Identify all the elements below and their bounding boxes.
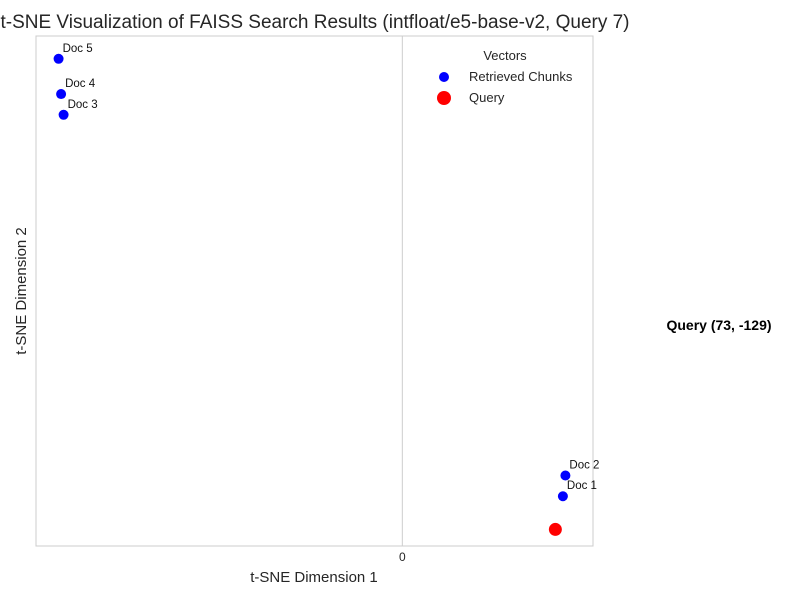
- legend-title: Vectors: [483, 48, 527, 63]
- plot-area: 0 Doc 1 Doc 2 Doc 3 Doc 4 Doc 5: [35, 35, 600, 564]
- retrieved-chunk-point: [557, 491, 568, 502]
- x-tick-label: 0: [399, 550, 406, 564]
- point-label: Doc 5: [63, 43, 93, 55]
- chart-title: t-SNE Visualization of FAISS Search Resu…: [0, 12, 629, 33]
- retrieved-chunk-point: [58, 109, 69, 120]
- data-points: [53, 53, 571, 536]
- query-annotation: Query (73, -129): [666, 317, 771, 333]
- legend-chunk-marker: [439, 72, 449, 82]
- point-labels: Doc 1 Doc 2 Doc 3 Doc 4 Doc 5: [63, 43, 600, 492]
- x-axis-label: t-SNE Dimension 1: [250, 569, 378, 586]
- legend-entries: Retrieved Chunks Query: [437, 69, 573, 105]
- retrieved-chunk-point: [56, 89, 67, 100]
- query-point: [548, 522, 562, 536]
- x-axis-ticks: 0: [399, 550, 406, 564]
- plot-frame: [35, 35, 594, 547]
- retrieved-chunk-point: [560, 470, 571, 481]
- point-label: Doc 1: [567, 480, 597, 492]
- point-label: Doc 2: [569, 460, 599, 472]
- legend-query-marker: [437, 91, 451, 105]
- legend-entry-label: Retrieved Chunks: [469, 69, 573, 84]
- y-axis-label: t-SNE Dimension 2: [13, 227, 30, 355]
- legend: Vectors Retrieved Chunks Query: [437, 48, 573, 105]
- retrieved-chunk-point: [53, 53, 64, 64]
- point-label: Doc 3: [68, 99, 98, 111]
- point-label: Doc 4: [65, 78, 96, 90]
- legend-entry-label: Query: [469, 90, 505, 105]
